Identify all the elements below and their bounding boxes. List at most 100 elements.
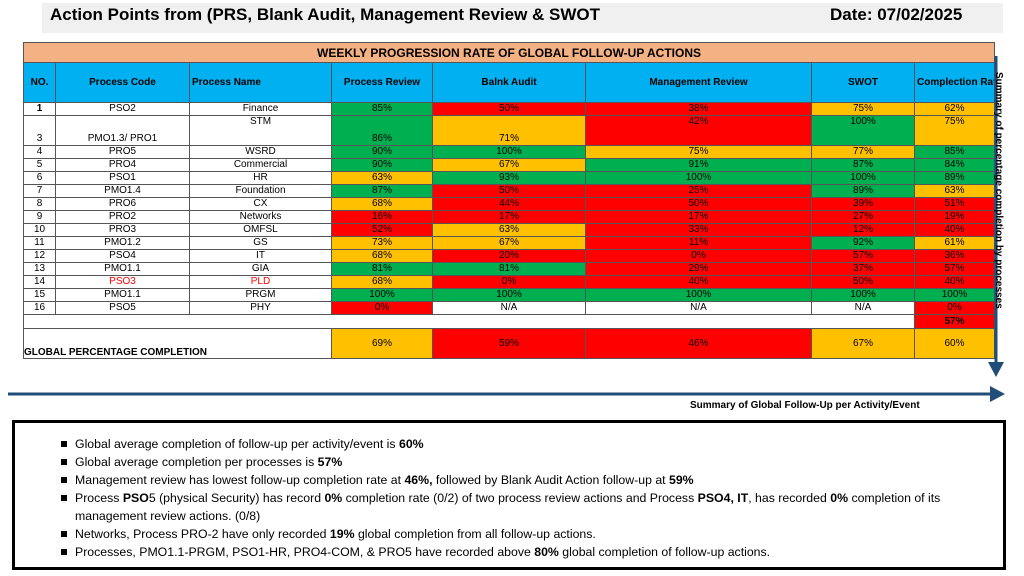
summary-text: completion rate (0/2) of two process rev… <box>342 491 698 505</box>
row-swot: 77% <box>811 145 915 159</box>
row-no: 3 <box>23 115 56 146</box>
summary-text: Process <box>75 491 123 505</box>
summary-item: Management review has lowest follow-up c… <box>61 471 996 489</box>
row-no: 11 <box>23 236 56 250</box>
row-blank-audit: 81% <box>432 262 586 276</box>
summary-text: Networks, Process PRO-2 have only record… <box>75 527 330 541</box>
page-title: Action Points from (PRS, Blank Audit, Ma… <box>50 5 601 24</box>
row-completion-rate: 0% <box>914 301 995 315</box>
global-blank-audit: 59% <box>432 328 586 359</box>
row-name: GIA <box>189 262 332 276</box>
row-blank-audit: 50% <box>432 184 586 198</box>
col-header-name: Process Name <box>189 62 332 103</box>
row-code: PMO1.2 <box>55 236 190 250</box>
row-management-review: 40% <box>585 275 812 289</box>
row-no: 14 <box>23 275 56 289</box>
horizontal-arrow-icon <box>8 386 1005 402</box>
global-process-review: 69% <box>331 328 433 359</box>
global-completion-rate: 60% <box>914 328 995 359</box>
row-process-review: 68% <box>331 249 433 263</box>
row-completion-rate: 100% <box>914 288 995 302</box>
row-swot: 50% <box>811 275 915 289</box>
row-code: PMO1.1 <box>55 262 190 276</box>
row-completion-rate: 36% <box>914 249 995 263</box>
col-header-blank-audit: Balnk Audit <box>432 62 586 103</box>
table-row: 8 PRO6 CX 68% 44% 50% 39% 51% <box>23 197 995 211</box>
row-process-review: 68% <box>331 197 433 211</box>
row-management-review: 11% <box>585 236 812 250</box>
summary-text: Management review has lowest follow-up c… <box>75 473 405 487</box>
row-process-review: 85% <box>331 102 433 116</box>
table-row: 3 PMO1.3/ PRO1 STM 86% 71% 42% 100% 75% <box>23 115 995 146</box>
processes-average-value: 57% <box>914 314 995 329</box>
row-management-review: 25% <box>585 184 812 198</box>
row-swot: 92% <box>811 236 915 250</box>
processes-average-row: 57% <box>23 314 995 329</box>
global-completion-label: GLOBAL PERCENTAGE COMPLETION <box>23 328 332 359</box>
col-header-code: Process Code <box>55 62 190 103</box>
summary-highlight: 57% <box>317 455 343 469</box>
row-swot: 100% <box>811 115 915 146</box>
row-no: 4 <box>23 145 56 159</box>
table-row: 6 PSO1 HR 63% 93% 100% 100% 89% <box>23 171 995 185</box>
summary-item: Global average completion of follow-up p… <box>61 435 996 453</box>
row-name: Foundation <box>189 184 332 198</box>
summary-highlight: 0% <box>830 491 849 505</box>
row-code: PSO2 <box>55 102 190 116</box>
row-management-review: 17% <box>585 210 812 224</box>
col-header-swot: SWOT <box>811 62 915 103</box>
row-code: PSO3 <box>55 275 190 289</box>
table-row: 10 PRO3 OMFSL 52% 63% 33% 12% 40% <box>23 223 995 237</box>
col-header-process-review: Process Review <box>331 62 433 103</box>
summary-highlight: 46%, <box>404 473 433 487</box>
summary-text: , has recorded <box>748 491 831 505</box>
row-management-review: 91% <box>585 158 812 172</box>
row-completion-rate: 51% <box>914 197 995 211</box>
summary-highlight: 19% <box>329 527 355 541</box>
row-code: PMO1.4 <box>55 184 190 198</box>
row-blank-audit: 100% <box>432 288 586 302</box>
row-process-review: 86% <box>331 115 433 146</box>
row-process-review: 52% <box>331 223 433 237</box>
row-blank-audit: N/A <box>432 301 586 315</box>
table-row: 11 PMO1.2 GS 73% 67% 11% 92% 61% <box>23 236 995 250</box>
bullet-icon <box>61 459 67 465</box>
row-no: 1 <box>23 102 56 116</box>
row-completion-rate: 62% <box>914 102 995 116</box>
row-swot: 75% <box>811 102 915 116</box>
row-swot: 100% <box>811 171 915 185</box>
row-no: 15 <box>23 288 56 302</box>
global-swot: 67% <box>811 328 915 359</box>
row-swot: 57% <box>811 249 915 263</box>
row-blank-audit: 50% <box>432 102 586 116</box>
row-swot: N/A <box>811 301 915 315</box>
row-name: Networks <box>189 210 332 224</box>
row-name: OMFSL <box>189 223 332 237</box>
header-bar <box>42 3 1003 33</box>
row-blank-audit: 63% <box>432 223 586 237</box>
table-row: 7 PMO1.4 Foundation 87% 50% 25% 89% 63% <box>23 184 995 198</box>
row-blank-audit: 67% <box>432 236 586 250</box>
row-management-review: 33% <box>585 223 812 237</box>
row-management-review: 50% <box>585 197 812 211</box>
row-management-review: 38% <box>585 102 812 116</box>
summary-text: followed by Blank Audit Action follow-up… <box>432 473 669 487</box>
table-row: 16 PSO5 PHY 0% N/A N/A N/A 0% <box>23 301 995 315</box>
summary-text: global completion from all follow-up act… <box>354 527 596 541</box>
summary-highlight: 80% <box>534 545 559 559</box>
summary-highlight: 0% <box>324 491 343 505</box>
row-management-review: 100% <box>585 288 812 302</box>
row-completion-rate: 85% <box>914 145 995 159</box>
row-process-review: 100% <box>331 288 433 302</box>
table-row: 5 PRO4 Commercial 90% 67% 91% 87% 84% <box>23 158 995 172</box>
summary-highlight: PSO4, IT <box>697 491 749 505</box>
table-row: 15 PMO1.1 PRGM 100% 100% 100% 100% 100% <box>23 288 995 302</box>
col-header-management-review: Management Review <box>585 62 812 103</box>
row-management-review: 42% <box>585 115 812 146</box>
bullet-icon <box>61 441 67 447</box>
table-row: 14 PSO3 PLD 68% 0% 40% 50% 40% <box>23 275 995 289</box>
row-swot: 12% <box>811 223 915 237</box>
summary-box: Global average completion of follow-up p… <box>12 420 1006 570</box>
row-swot: 27% <box>811 210 915 224</box>
row-name: GS <box>189 236 332 250</box>
